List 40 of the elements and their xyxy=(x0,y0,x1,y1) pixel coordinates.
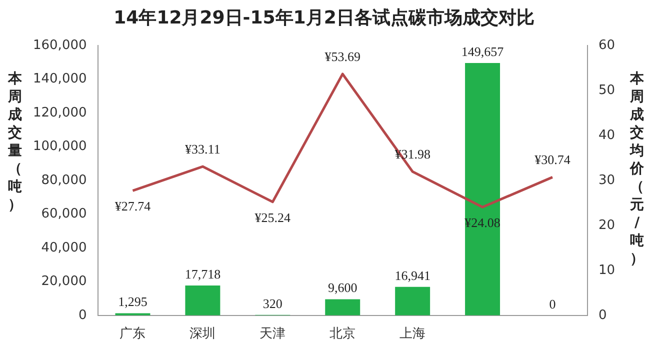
bar xyxy=(325,299,360,316)
data-label: ¥30.74 xyxy=(534,152,571,168)
data-label: ¥25.24 xyxy=(254,210,292,225)
data-label: 320 xyxy=(262,296,282,311)
bar xyxy=(395,286,430,316)
y-tick-label: 100,000 xyxy=(32,139,87,154)
chart-title: 14年12月29日-15年1月2日各试点碳市场成交对比 xyxy=(114,7,534,28)
x-tick-label: 深圳 xyxy=(190,326,216,342)
data-label: 16,941 xyxy=(394,268,430,283)
data-label: 9,600 xyxy=(328,280,358,296)
y-tick-label: 80,000 xyxy=(41,172,87,188)
y-tick-label: 40,000 xyxy=(41,240,87,256)
x-tick-label: 天津 xyxy=(260,326,286,342)
x-tick-label: 北京 xyxy=(330,326,356,342)
y-tick-label: 140,000 xyxy=(32,72,87,87)
y2-tick-label: 50 xyxy=(598,82,616,98)
data-label: ¥33.11 xyxy=(185,141,220,156)
y-tick-label: 60,000 xyxy=(41,206,87,222)
y-axis-title: 本周成交量（吨） xyxy=(6,70,23,214)
y2-tick-label: 20 xyxy=(598,218,616,233)
y2-tick-label: 0 xyxy=(598,308,607,323)
data-label: 1,295 xyxy=(118,294,148,310)
y-tick-label: 120,000 xyxy=(32,105,87,120)
x-tick-label: 上海 xyxy=(400,326,426,342)
y2-tick-label: 30 xyxy=(598,172,616,188)
y2-tick-label: 10 xyxy=(598,262,616,278)
y2-tick-label: 40 xyxy=(598,128,616,143)
bar xyxy=(185,286,220,316)
data-label: ¥27.74 xyxy=(114,198,152,214)
data-label: 17,718 xyxy=(184,266,221,282)
y-tick-label: 0 xyxy=(78,308,87,323)
y-tick-label: 20,000 xyxy=(41,274,87,290)
data-label: 0 xyxy=(549,296,556,312)
y2-tick-label: 60 xyxy=(598,38,616,53)
text: 本周成交均价（元/吨） xyxy=(630,71,644,267)
bar xyxy=(465,63,500,316)
data-label: 149,657 xyxy=(461,44,504,59)
y-tick-label: 160,000 xyxy=(32,38,87,53)
data-label: ¥53.69 xyxy=(324,48,360,64)
x-tick-label: 广东 xyxy=(120,326,146,342)
